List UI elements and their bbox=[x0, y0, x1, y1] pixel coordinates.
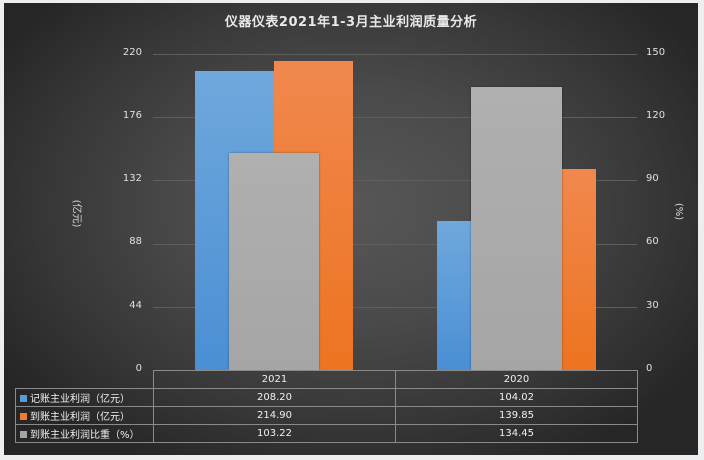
gridline bbox=[153, 244, 637, 245]
table-cell: 208.20 bbox=[153, 388, 396, 407]
y-tick: 176 bbox=[122, 110, 142, 121]
legend-swatch-blue-icon bbox=[20, 395, 27, 402]
y2-tick: 60 bbox=[646, 236, 659, 247]
legend-swatch-grey-icon bbox=[20, 431, 27, 438]
table-cell: 103.22 bbox=[153, 424, 396, 443]
chart-area: 仪器仪表2021年1-3月主业利润质量分析 220 176 132 88 44 … bbox=[4, 3, 698, 455]
y2-tick: 30 bbox=[646, 300, 659, 311]
gridline bbox=[153, 180, 637, 181]
y-axis-label: (亿元) bbox=[70, 199, 82, 228]
table-header-cell: 2020 bbox=[395, 370, 638, 389]
table-cell: 214.90 bbox=[153, 406, 396, 425]
y2-tick: 150 bbox=[646, 47, 666, 58]
gridline bbox=[153, 54, 637, 55]
table-cell: 134.45 bbox=[395, 424, 638, 443]
y2-axis-label: (%) bbox=[673, 202, 685, 221]
legend-label: 到账主业利润比重（%） bbox=[30, 430, 140, 441]
data-table: 2021 2020 记账主业利润（亿元） 208.20 104.02 到账主业利… bbox=[15, 370, 638, 443]
y-tick: 88 bbox=[129, 236, 142, 247]
y-tick: 220 bbox=[122, 47, 142, 58]
y-tick: 132 bbox=[122, 173, 142, 184]
y2-tick: 120 bbox=[646, 110, 666, 121]
bar-2020-received-profit[interactable] bbox=[562, 169, 596, 370]
table-header-cell: 2021 bbox=[153, 370, 396, 389]
table-row: 到账主业利润比重（%） 103.22 134.45 bbox=[15, 424, 638, 443]
plot-area bbox=[153, 54, 637, 370]
legend-label: 记账主业利润（亿元） bbox=[30, 394, 130, 405]
table-cell: 104.02 bbox=[395, 388, 638, 407]
table-row: 到账主业利润（亿元） 214.90 139.85 bbox=[15, 406, 638, 425]
legend-swatch-orange-icon bbox=[20, 413, 27, 420]
bar-2020-received-ratio[interactable] bbox=[471, 87, 562, 370]
y-tick: 0 bbox=[135, 363, 142, 374]
table-cell: 139.85 bbox=[395, 406, 638, 425]
y2-tick: 90 bbox=[646, 173, 659, 184]
bar-2021-received-ratio[interactable] bbox=[229, 153, 319, 370]
bar-2020-booked-profit[interactable] bbox=[437, 221, 471, 370]
y-tick: 44 bbox=[129, 300, 142, 311]
table-row: 记账主业利润（亿元） 208.20 104.02 bbox=[15, 388, 638, 407]
chart-title: 仪器仪表2021年1-3月主业利润质量分析 bbox=[224, 15, 478, 30]
gridline bbox=[153, 307, 637, 308]
y2-tick: 0 bbox=[646, 363, 653, 374]
gridline bbox=[153, 117, 637, 118]
legend-label: 到账主业利润（亿元） bbox=[30, 412, 130, 423]
table-header-row: 2021 2020 bbox=[15, 370, 638, 389]
